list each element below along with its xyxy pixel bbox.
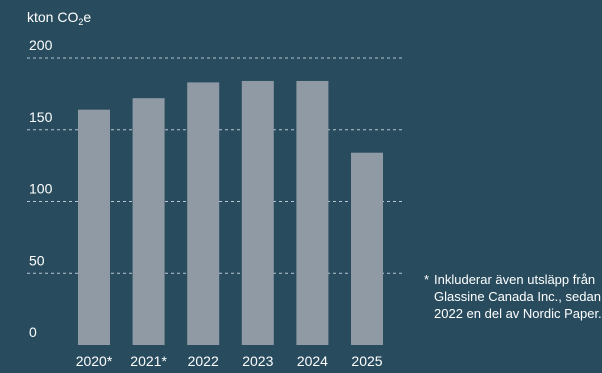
y-tick-label-100: 100 — [29, 181, 53, 197]
bar-2022 — [187, 82, 220, 346]
unit-label-subscript: 2 — [78, 17, 84, 27]
x-tick-label-2025: 2025 — [351, 353, 382, 369]
x-tick-label-2024: 2024 — [297, 353, 328, 369]
x-tick-label-2020: 2020* — [76, 353, 113, 369]
footnote: * Inkluderar även utsläpp från Glassine … — [424, 271, 602, 322]
bar-2025 — [351, 152, 383, 345]
y-axis-unit-label: kton CO2e — [27, 9, 91, 27]
unit-label-text: kton CO — [27, 9, 79, 25]
bars — [78, 80, 383, 346]
x-tick-label-2023: 2023 — [242, 353, 273, 369]
unit-label-suffix: e — [83, 9, 92, 25]
x-tick-label-2022: 2022 — [188, 353, 219, 369]
y-tick-label-200: 200 — [29, 37, 53, 53]
bar-2021 — [132, 98, 165, 346]
bar-2023 — [241, 80, 274, 346]
x-tick-label-2021: 2021* — [130, 353, 167, 369]
footnote-text: Inkluderar även utsläpp från Glassine Ca… — [434, 272, 602, 321]
y-tick-label-50: 50 — [29, 252, 45, 268]
bar-2024 — [296, 80, 329, 346]
x-tick-labels: 2020* 2021* 2022 2023 2024 2025 — [76, 353, 383, 369]
y-tick-label-0: 0 — [29, 324, 37, 340]
bar-2020 — [78, 109, 110, 345]
y-tick-label-150: 150 — [29, 109, 53, 125]
y-tick-labels: 0 50 100 150 200 — [29, 37, 53, 340]
footnote-star: * — [424, 272, 430, 287]
